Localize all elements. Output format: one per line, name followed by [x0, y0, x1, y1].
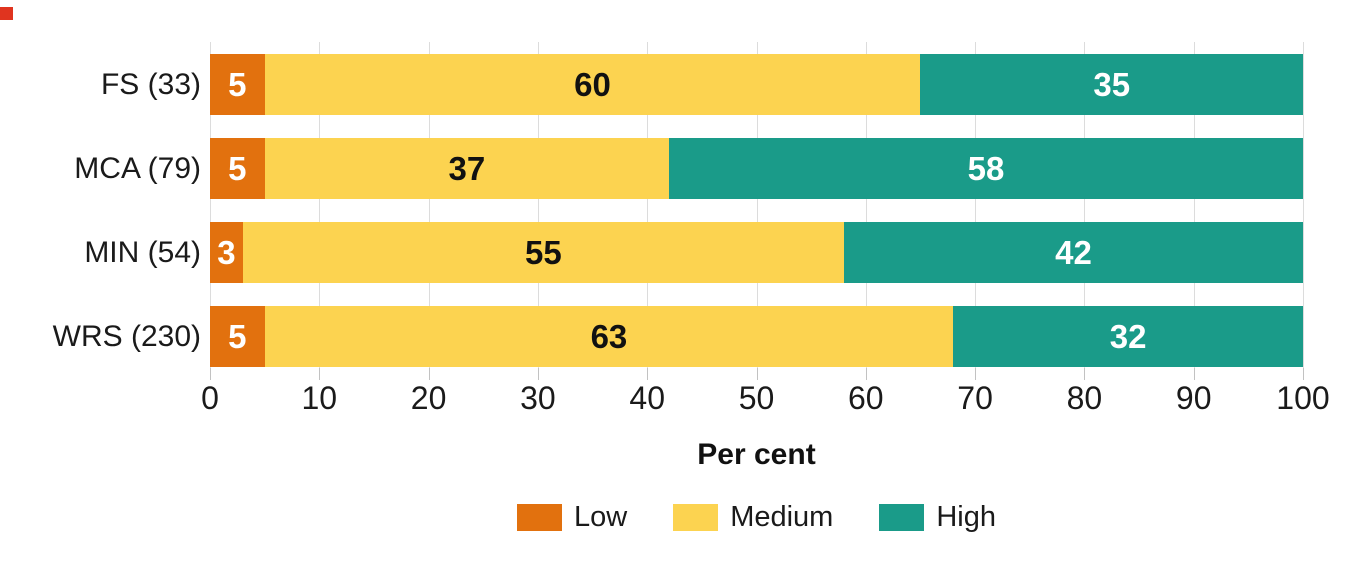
legend: Low Medium High: [210, 503, 1303, 532]
gridline: [865, 42, 867, 368]
bar-value-label: 42: [1055, 234, 1092, 271]
legend-swatch: [516, 504, 562, 531]
gridline: [537, 42, 539, 368]
axis-tick: [1084, 368, 1086, 380]
bar-segment-low: 5: [210, 306, 265, 367]
axis-tick-label: 60: [848, 380, 884, 416]
bar-value-label: 35: [1093, 66, 1131, 103]
bar-value-label: 5: [228, 66, 247, 103]
axis-tick-label: 50: [738, 380, 775, 416]
gridline: [210, 42, 211, 368]
bar-segment-low: 3: [210, 222, 243, 283]
bar-value-label: 3: [217, 234, 236, 271]
axis-tick: [975, 368, 977, 380]
bar-segment-medium: 55: [242, 222, 844, 283]
bar-segment-high: 32: [953, 306, 1303, 367]
legend-swatch: [673, 504, 719, 531]
axis-tick: [319, 368, 321, 380]
category-label: MCA (79): [74, 152, 201, 185]
axis-tick-label: 90: [1175, 380, 1212, 416]
bar-segment-medium: 60: [264, 54, 921, 115]
category-label: FS (33): [100, 68, 201, 101]
x-axis-title: Per cent: [697, 438, 816, 471]
gridline: [756, 42, 758, 368]
gridline: [1303, 42, 1304, 368]
gridline: [428, 42, 430, 368]
bar-segment-high: 58: [669, 138, 1303, 199]
axis-tick-label: 80: [1066, 380, 1103, 416]
bar-value-label: 32: [1109, 318, 1147, 355]
bar-value-label: 63: [590, 318, 628, 355]
bar-segment-medium: 63: [264, 306, 954, 367]
axis-tick-label: 40: [629, 380, 665, 416]
bar-value-label: 37: [448, 150, 486, 187]
axis-tick-label: 70: [957, 380, 993, 416]
bar-segment-low: 5: [210, 54, 265, 115]
legend-label: High: [936, 501, 996, 533]
axis-tick: [210, 368, 211, 380]
gridline: [319, 42, 321, 368]
bar-segment-high: 42: [843, 222, 1303, 283]
bar-segment-medium: 37: [264, 138, 670, 199]
legend-swatch: [879, 504, 925, 531]
category-label: MIN (54): [84, 236, 201, 269]
axis-tick: [865, 368, 867, 380]
bar-value-label: 58: [967, 150, 1005, 187]
legend-label: Low: [573, 501, 628, 533]
axis-tick: [537, 368, 539, 380]
axis-tick-label: 20: [410, 380, 447, 416]
axis-tick-label: 10: [301, 380, 338, 416]
axis-tick: [1193, 368, 1195, 380]
gridline: [1193, 42, 1195, 368]
axis-tick-label: 30: [520, 380, 556, 416]
axis-tick: [756, 368, 758, 380]
gridline: [647, 42, 649, 368]
bar-value-label: 60: [574, 66, 611, 103]
gridline: [1084, 42, 1086, 368]
legend-label: Medium: [730, 501, 834, 533]
axis-tick: [428, 368, 430, 380]
bar-value-label: 5: [228, 318, 247, 355]
legend-item-low: Low: [516, 501, 628, 533]
bar-segment-high: 35: [920, 54, 1303, 115]
category-label: WRS (230): [52, 320, 201, 353]
legend-item-high: High: [879, 503, 996, 532]
axis-tick: [647, 368, 649, 380]
gridline: [975, 42, 977, 368]
bar-segment-low: 5: [210, 138, 265, 199]
axis-tick: [1303, 368, 1304, 380]
red-corner-marker: [0, 7, 13, 20]
axis-tick-label: 0: [201, 380, 219, 416]
legend-item-medium: Medium: [673, 503, 833, 532]
bar-value-label: 55: [524, 234, 562, 271]
axis-tick-label: 100: [1276, 380, 1330, 416]
bar-value-label: 5: [228, 150, 247, 187]
